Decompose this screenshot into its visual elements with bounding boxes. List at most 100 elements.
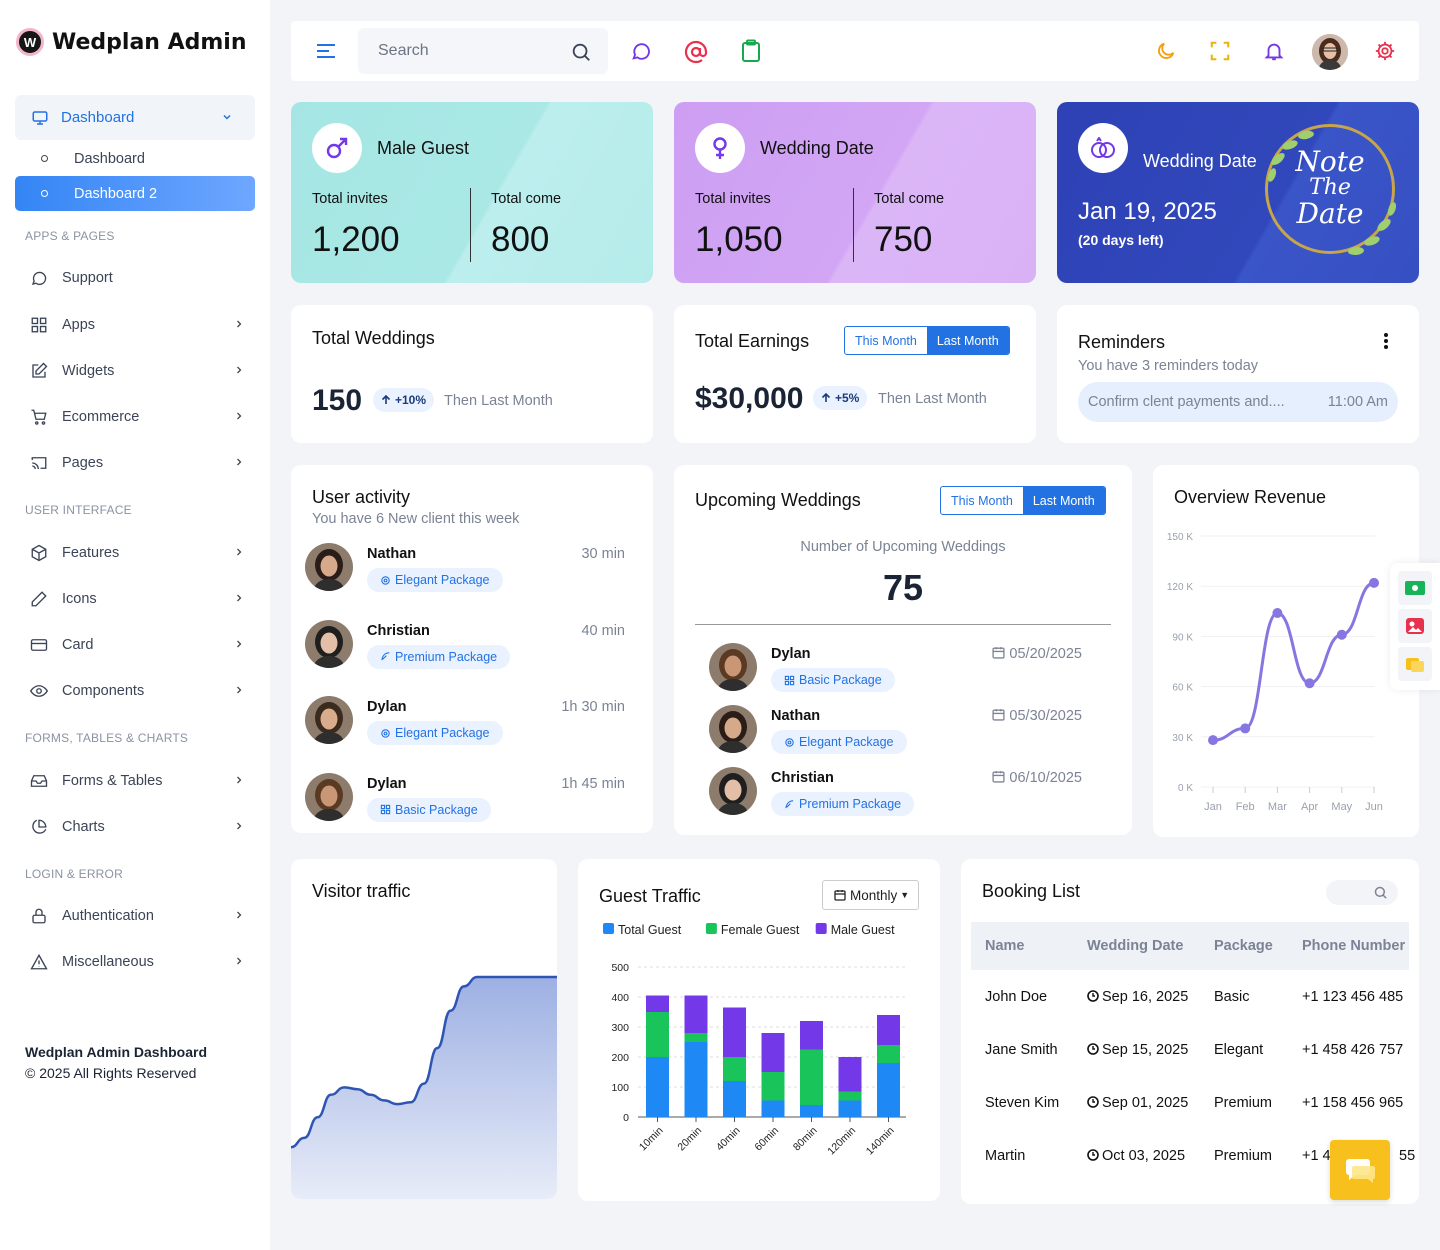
- feather-icon: [381, 652, 390, 661]
- cell-package: Premium: [1214, 1095, 1273, 1111]
- folder-button[interactable]: [1398, 647, 1432, 681]
- menu-icon[interactable]: [316, 42, 336, 60]
- fullscreen-icon[interactable]: [1209, 40, 1231, 62]
- male-symbol-icon: [326, 137, 348, 159]
- list-item[interactable]: Christian 40 min Premium Package: [291, 619, 653, 680]
- bar-segment[interactable]: [800, 1105, 823, 1117]
- gear-icon[interactable]: [1374, 40, 1396, 62]
- cell-date: Sep 16, 2025: [1087, 989, 1188, 1005]
- bar-segment[interactable]: [723, 1081, 746, 1117]
- bar-segment[interactable]: [684, 1042, 708, 1117]
- bar-segment[interactable]: [723, 1057, 746, 1081]
- sidebar-item-pages[interactable]: Pages: [15, 443, 255, 483]
- bar-segment[interactable]: [646, 1057, 669, 1117]
- clipboard-icon[interactable]: [740, 39, 762, 63]
- at-sign-icon[interactable]: [684, 40, 708, 64]
- sidebar-item-authentication[interactable]: Authentication: [15, 896, 255, 936]
- sidebar-sub-label: Dashboard: [74, 150, 145, 167]
- sidebar-item-components[interactable]: Components: [15, 671, 255, 711]
- guest-traffic-chart: Total Guest Female Guest Male Guest 0 100 200…: [603, 923, 906, 1157]
- sidebar-item-features[interactable]: Features: [15, 533, 255, 573]
- cell-date: Oct 03, 2025: [1087, 1148, 1185, 1164]
- sidebar-item-widgets[interactable]: Widgets: [15, 351, 255, 391]
- bar-segment[interactable]: [684, 995, 708, 1034]
- bar-segment[interactable]: [684, 1033, 708, 1042]
- legend-label[interactable]: Male Guest: [831, 923, 895, 937]
- list-item[interactable]: Dylan 05/20/2025 Basic Package: [674, 643, 1132, 695]
- wedding-date: 05/20/2025: [1009, 646, 1082, 662]
- sidebar-item-charts[interactable]: Charts: [15, 807, 255, 847]
- list-item[interactable]: Dylan 1h 45 min Basic Package: [291, 772, 653, 833]
- gallery-button[interactable]: [1398, 609, 1432, 643]
- bar-segment[interactable]: [761, 1072, 785, 1101]
- sidebar-sub-dashboard[interactable]: Dashboard: [15, 141, 255, 176]
- avatar: [305, 619, 353, 668]
- data-point[interactable]: [1240, 723, 1251, 734]
- last-month-button[interactable]: Last Month: [1022, 487, 1105, 514]
- bar-segment[interactable]: [646, 1012, 669, 1057]
- legend-label[interactable]: Total Guest: [618, 923, 682, 937]
- booking-search[interactable]: [1326, 880, 1398, 905]
- search-icon[interactable]: [570, 41, 592, 63]
- data-point[interactable]: [1272, 607, 1283, 618]
- period-dropdown[interactable]: Monthly ▼: [822, 880, 919, 910]
- reminder-item[interactable]: Confirm clent payments and.... 11:00 Am: [1078, 382, 1398, 422]
- data-point[interactable]: [1208, 735, 1218, 746]
- client-name: Dylan: [367, 775, 407, 792]
- moon-icon[interactable]: [1155, 40, 1177, 62]
- sidebar-item-apps[interactable]: Apps: [15, 305, 255, 345]
- package-badge: Elegant Package: [771, 730, 907, 754]
- table-row[interactable]: John Doe Sep 16, 2025 Basic +1 123 456 485: [971, 989, 1419, 1009]
- brand[interactable]: W Wedplan Admin: [16, 28, 247, 56]
- more-vertical-icon[interactable]: [1383, 332, 1389, 350]
- bar-segment[interactable]: [877, 1045, 900, 1063]
- sidebar-item-forms-tables[interactable]: Forms & Tables: [15, 761, 255, 801]
- sidebar-item-support[interactable]: Support: [15, 258, 255, 298]
- bar-segment[interactable]: [877, 1063, 900, 1117]
- table-row[interactable]: Steven Kim Sep 01, 2025 Premium +1 158 456 …: [971, 1095, 1419, 1115]
- legend-label[interactable]: Female Guest: [721, 923, 800, 937]
- this-month-button[interactable]: This Month: [951, 493, 1013, 508]
- bar-segment[interactable]: [838, 1091, 862, 1101]
- package-badge: Elegant Package: [367, 721, 503, 745]
- user-avatar[interactable]: [1312, 34, 1348, 70]
- box-icon: [31, 544, 47, 562]
- sidebar-item-icons[interactable]: Icons: [15, 579, 255, 619]
- photo-icon: [1406, 618, 1424, 634]
- search-input[interactable]: Search: [358, 28, 608, 74]
- bar-segment[interactable]: [723, 1007, 746, 1058]
- sidebar-item-ecommerce[interactable]: Ecommerce: [15, 397, 255, 437]
- data-point[interactable]: [1336, 629, 1347, 640]
- sidebar-item-miscellaneous[interactable]: Miscellaneous: [15, 942, 255, 982]
- bar-segment[interactable]: [761, 1100, 785, 1118]
- chat-fab-button[interactable]: [1330, 1140, 1390, 1200]
- client-name: Nathan: [771, 708, 821, 724]
- bar-segment[interactable]: [800, 1049, 823, 1106]
- bar-segment[interactable]: [877, 1015, 900, 1045]
- earnings-period-toggle: This Month Last Month: [844, 326, 1010, 355]
- cash-button[interactable]: [1398, 571, 1432, 605]
- sidebar: W Wedplan Admin Dashboard Dashboard Dash…: [0, 0, 270, 1250]
- bar-segment[interactable]: [838, 1100, 862, 1118]
- avatar-image: [305, 619, 353, 668]
- table-row[interactable]: Martin Oct 03, 2025 Premium +1 4 55: [971, 1148, 1419, 1168]
- avatar-image: [709, 643, 757, 691]
- list-item[interactable]: Christian 06/10/2025 Premium Package: [674, 767, 1132, 819]
- data-point[interactable]: [1369, 577, 1379, 588]
- bar-segment[interactable]: [838, 1057, 862, 1092]
- last-month-button[interactable]: Last Month: [926, 327, 1009, 354]
- bar-segment[interactable]: [646, 995, 669, 1013]
- table-row[interactable]: Jane Smith Sep 15, 2025 Elegant +1 458 426 …: [971, 1042, 1419, 1062]
- list-item[interactable]: Nathan 05/30/2025 Elegant Package: [674, 705, 1132, 757]
- data-point[interactable]: [1304, 678, 1315, 689]
- list-item[interactable]: Dylan 1h 30 min Elegant Package: [291, 696, 653, 756]
- sidebar-item-card[interactable]: Card: [15, 625, 255, 665]
- sidebar-item-dashboard[interactable]: Dashboard: [15, 95, 255, 140]
- bell-icon[interactable]: [1263, 39, 1285, 63]
- bar-segment[interactable]: [761, 1033, 785, 1072]
- list-item[interactable]: Nathan 30 min Elegant Package: [291, 543, 653, 603]
- bar-segment[interactable]: [800, 1021, 823, 1050]
- chat-icon[interactable]: [630, 40, 652, 62]
- sidebar-sub-dashboard-2[interactable]: Dashboard 2: [15, 176, 255, 211]
- this-month-button[interactable]: This Month: [855, 333, 917, 348]
